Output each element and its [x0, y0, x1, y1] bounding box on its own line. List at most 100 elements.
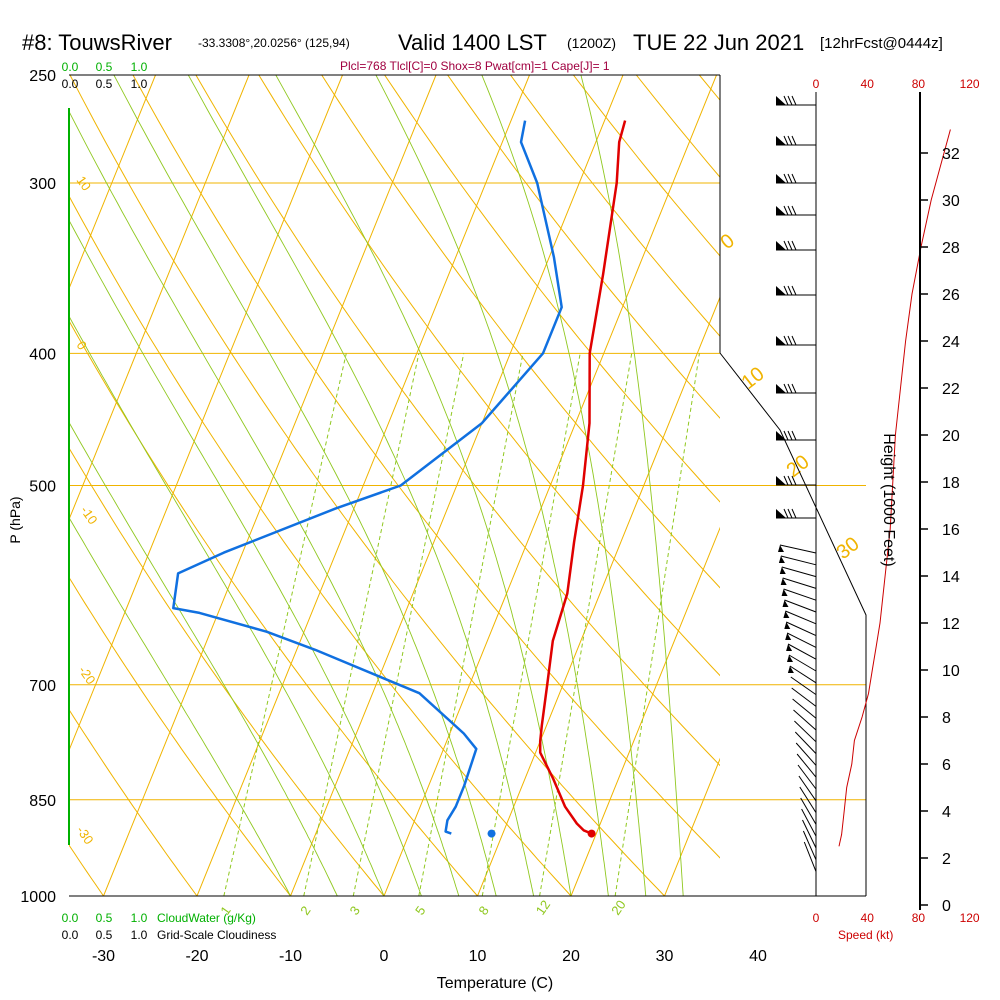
wind-barb-flag: [776, 509, 786, 518]
y-axis-label: P (hPa): [7, 496, 23, 543]
wind-barb-flag: [776, 286, 786, 295]
wind-barb-shaft: [802, 830, 817, 861]
wind-barb-feather: [791, 508, 797, 519]
wind-barb-flag: [776, 241, 786, 250]
wind-barb-flag: [776, 96, 786, 105]
x-axis-label: Temperature (C): [437, 975, 553, 992]
cloudiness-tick-top: 0.0: [62, 77, 79, 91]
moist-adiabat-label: 10: [738, 363, 769, 394]
isobar-grid: [69, 182, 866, 897]
wind-barb-feather: [787, 335, 793, 346]
isotherm-line: [69, 75, 156, 290]
cloudwater-tick-bottom: 0.0: [62, 911, 79, 925]
wind-barb-shaft: [799, 786, 817, 813]
height-tick-label: 8: [942, 710, 951, 727]
mixing-ratio-line: [352, 353, 465, 896]
wind-barb-feather: [787, 475, 793, 486]
height-tick-label: 30: [942, 193, 960, 210]
dry-adiabat-line: [0, 75, 10, 896]
cloudiness-tick-bottom: 0.5: [96, 928, 113, 942]
wind-barb-feather: [787, 240, 793, 251]
moist-adiabat-line: [69, 315, 385, 896]
wind-barb-shaft: [790, 676, 817, 696]
height-tick-label: 22: [942, 381, 960, 398]
wind-barb-shaft: [783, 588, 817, 601]
moist-adiabat-line: [580, 75, 684, 896]
dewpoint-line: [172, 120, 563, 835]
cloudwater-tick-bottom: 0.5: [96, 911, 113, 925]
mixing-ratio-line: [539, 353, 633, 896]
dry-adiabat-line: [258, 75, 720, 677]
wind-barb-feather: [791, 475, 797, 486]
speed-tick-bottom: 0: [813, 911, 820, 925]
height-tick-label: 0: [942, 898, 951, 915]
wind-barb-feather: [783, 95, 789, 106]
mixing-ratio-label: 8: [475, 903, 491, 918]
temperature-axis: -30 -20 -10 0 10 20 30 40: [92, 948, 767, 965]
moist-adiabat-line: [113, 75, 497, 896]
pressure-tick-label: 300: [29, 176, 56, 193]
pressure-tick-label: 400: [29, 346, 56, 363]
wind-barb-shaft: [798, 775, 817, 802]
speed-tick-bottom: 40: [861, 911, 875, 925]
wind-barb-flag: [783, 611, 790, 618]
temperature-tick-label: 0: [380, 948, 389, 965]
zulu-time: (1200Z): [567, 35, 616, 51]
wind-barb-shaft: [782, 577, 817, 589]
wind-barb-flag: [776, 206, 786, 215]
wind-barb-shaft: [780, 555, 817, 566]
wind-barb-feather: [791, 430, 797, 441]
height-tick-label: 14: [942, 569, 960, 586]
wind-barb-shaft: [796, 753, 817, 778]
wind-barb-flag: [781, 589, 788, 596]
speed-tick-top: 0: [813, 77, 820, 91]
height-tick-label: 2: [942, 851, 951, 868]
pressure-tick-label: 250: [29, 68, 56, 85]
wind-barb-shaft: [791, 687, 817, 707]
wind-barb-flag: [776, 336, 786, 345]
wind-barb-feather: [783, 135, 789, 146]
wind-barb-shaft: [793, 709, 817, 731]
wind-barb-feather: [783, 475, 789, 486]
wind-barb-flag: [776, 476, 786, 485]
height-tick-label: 10: [942, 663, 960, 680]
wind-barb-feather: [783, 173, 789, 184]
dry-adiabat-label: 0: [74, 338, 90, 353]
wind-barb-feather: [787, 205, 793, 216]
cloudwater-label: CloudWater (g/Kg): [157, 911, 256, 925]
stability-indices: Plcl=768 Tlcl[C]=0 Shox=8 Pwat[cm]=1 Cap…: [340, 59, 610, 73]
mixing-ratio-label: 20: [608, 897, 629, 917]
wind-barb-flag: [776, 174, 786, 183]
wind-barb-shaft: [794, 720, 817, 743]
temperature-tick-label: 10: [469, 948, 487, 965]
height-axis-label: Height (1000 Feet): [880, 433, 897, 566]
temperature-tick-label: 20: [562, 948, 580, 965]
wind-barb-feather: [791, 240, 797, 251]
moist-adiabat-line: [275, 75, 572, 896]
wind-barbs: [776, 95, 817, 872]
pressure-tick-label: 1000: [20, 889, 56, 906]
wind-barb-shaft: [794, 731, 817, 754]
mixing-ratio-line: [418, 353, 524, 896]
wind-barb-feather: [783, 205, 789, 216]
wind-barb-shaft: [795, 742, 817, 766]
valid-time: Valid 1400 LST: [398, 30, 547, 55]
wind-barb-feather: [791, 335, 797, 346]
dry-adiabat-line: [69, 576, 291, 896]
mixing-ratio-label: 3: [347, 903, 363, 918]
station-title: #8: TouwsRiver: [22, 30, 172, 55]
wind-barb-flag: [786, 644, 793, 651]
wind-barb-shaft: [803, 841, 817, 872]
height-tick-label: 4: [942, 804, 951, 821]
wind-barb-feather: [783, 335, 789, 346]
mixing-ratio-label: 5: [412, 903, 428, 918]
cloudwater-tick-top: 1.0: [131, 60, 148, 74]
wind-barb-flag: [780, 578, 787, 585]
mixing-ratio-line: [223, 353, 347, 896]
mixing-ratio-line: [481, 353, 581, 896]
surface-temperature-marker: [587, 829, 596, 838]
wind-barb-feather: [787, 508, 793, 519]
wind-barb-feather: [791, 383, 797, 394]
dry-adiabat-label: -10: [78, 503, 101, 527]
